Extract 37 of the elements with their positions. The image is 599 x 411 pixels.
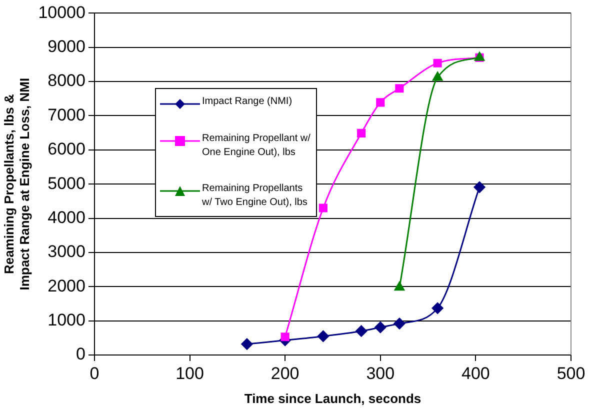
y-tick-label: 3000 <box>48 242 86 262</box>
legend-label: Remaining Propellants w/ Two Engine Out), lbs <box>202 182 308 210</box>
legend-label: Remaining Propellant w/ One Engine Out), lbs <box>202 132 312 160</box>
y-tick-label: 0 <box>76 344 86 364</box>
y-axis-title: Reamining Propellants, lbs & Impact Range at Engine Loss, NMI <box>1 78 32 290</box>
x-axis-title: Time since Launch, seconds <box>244 390 422 406</box>
point <box>318 204 328 212</box>
y-tick-label: 5000 <box>48 174 86 193</box>
y-tick-label: 4000 <box>48 208 86 227</box>
x-tick-label: 200 <box>270 364 300 383</box>
y-tick-label: 2000 <box>48 276 86 296</box>
y-tick-label: 7000 <box>48 105 86 124</box>
point <box>432 72 443 81</box>
legend-label: Impact Range (NMI) <box>202 95 292 109</box>
point <box>374 322 386 334</box>
point <box>317 330 329 342</box>
x-tick-label: 100 <box>176 364 204 383</box>
point <box>394 318 406 330</box>
y-tick-label: 1000 <box>48 310 86 330</box>
point <box>474 181 486 193</box>
x-tick-label: 0 <box>90 364 100 383</box>
x-tick-label: 500 <box>556 364 586 383</box>
x-tick-label: 300 <box>366 364 395 383</box>
point <box>376 98 385 107</box>
y-tick-label: 8000 <box>48 71 86 90</box>
y-tick-label: 10000 <box>38 2 86 22</box>
point <box>432 302 444 314</box>
y-tick-label: 6000 <box>48 140 86 159</box>
point <box>357 128 366 138</box>
point <box>241 338 253 350</box>
point <box>433 58 442 68</box>
x-tick-label: 400 <box>462 364 490 383</box>
point <box>356 325 368 337</box>
y-tick-label: 9000 <box>48 37 86 56</box>
point <box>395 84 404 93</box>
point <box>280 332 290 342</box>
point <box>394 282 405 291</box>
